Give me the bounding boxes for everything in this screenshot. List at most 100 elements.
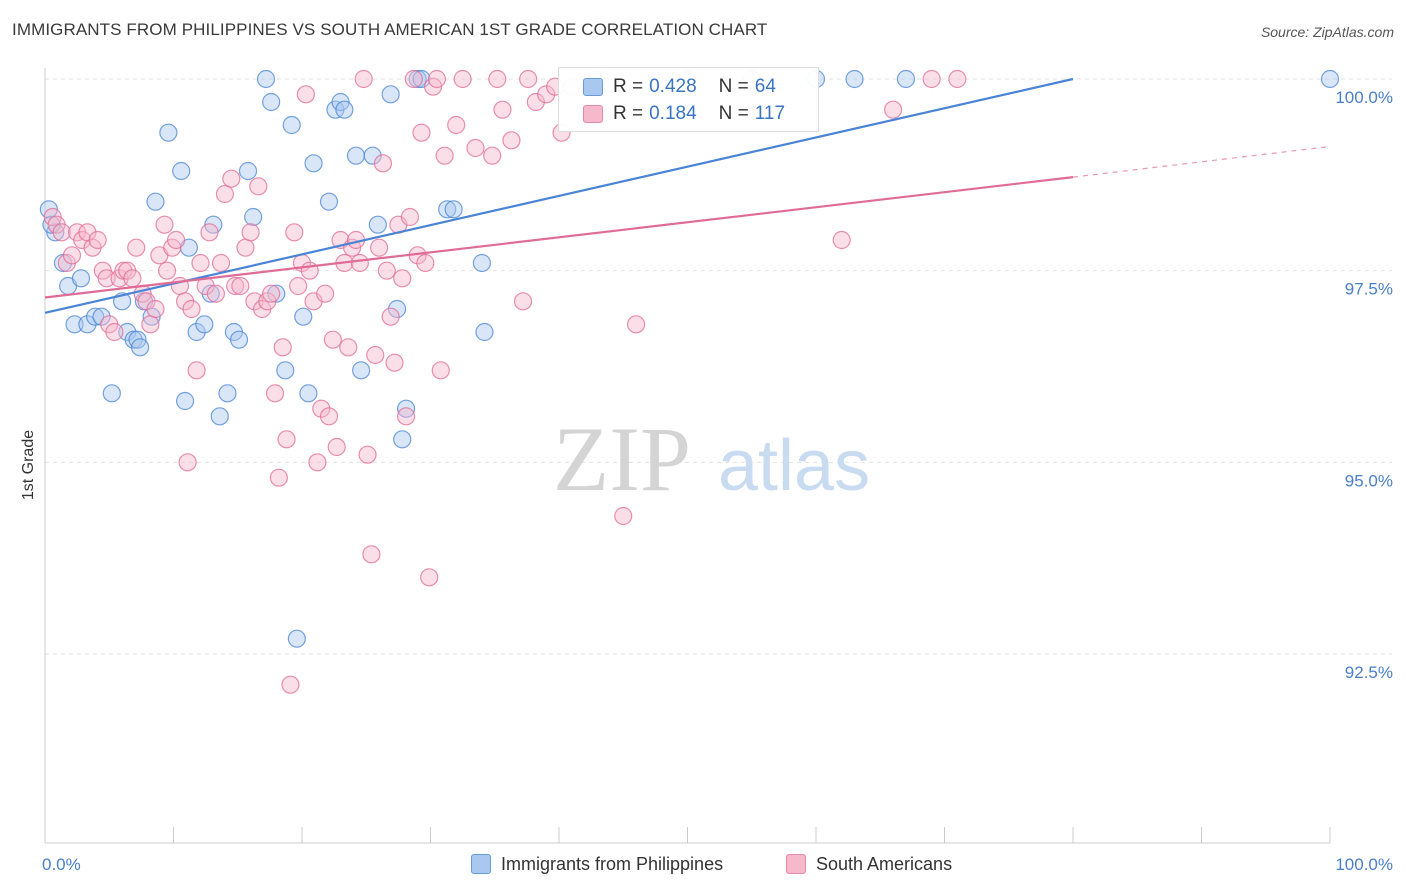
tick-labels: 92.5% 95.0% 97.5% 100.0% 0.0% 100.0% (42, 88, 1393, 874)
philippines-point (1320, 69, 1340, 89)
south-americans-point (157, 261, 177, 280)
south-americans-point (396, 407, 416, 426)
philippines-point (65, 315, 84, 334)
south-americans-point (483, 146, 502, 165)
south-americans-point (366, 345, 385, 365)
philippines-point (335, 100, 354, 119)
south-americans-point (493, 100, 512, 119)
chart-title: IMMIGRANTS FROM PHILIPPINES VS SOUTH AME… (12, 20, 768, 39)
x-tick-label: 0.0% (42, 855, 81, 874)
south-americans-point (262, 284, 281, 303)
south-americans-point (273, 338, 292, 357)
south-americans-point (393, 269, 412, 288)
south-americans-point (513, 292, 533, 311)
south-americans-point (377, 261, 396, 280)
bottom-legend-label-philippines: Immigrants from Philippines (501, 853, 724, 874)
south-americans-point (231, 276, 250, 296)
legend-row-philippines: R = 0.428 N = 64 (583, 76, 776, 98)
south-americans-point (488, 69, 507, 89)
philippines-point (218, 384, 237, 403)
south-americans-point (289, 276, 308, 296)
philippines-point (175, 391, 195, 411)
philippines-trend-line (44, 77, 1074, 314)
philippines-point (244, 207, 263, 227)
south-americans-point (358, 445, 377, 464)
philippines-point (130, 338, 150, 357)
south-americans-point (373, 154, 393, 173)
philippines-point (299, 384, 318, 403)
south-americans-point (453, 69, 472, 89)
south-americans-point (404, 69, 423, 89)
south-americans-point (350, 253, 369, 273)
south-americans-point (832, 230, 851, 250)
x-tick-label: 100.0% (1335, 855, 1393, 874)
south-americans-point (312, 399, 331, 418)
philippines-point (352, 361, 371, 380)
philippines-point (319, 192, 339, 211)
y-axis-label: 1st Grade (20, 430, 37, 500)
legend-n-value: 64 (754, 76, 776, 97)
legend-r-label: R = (613, 76, 644, 97)
philippines-point (172, 161, 191, 181)
south-americans-point (241, 223, 260, 242)
south-americans-point (245, 292, 264, 311)
south-americans-point (226, 276, 245, 296)
y-tick-label: 95.0% (1345, 471, 1393, 490)
philippines-point (210, 407, 229, 426)
bottom-legend-philippines: Immigrants from Philippines (471, 852, 723, 876)
south-americans-point (166, 230, 186, 250)
philippines-point (42, 215, 61, 234)
south-americans-point (466, 138, 485, 158)
philippines-point (396, 399, 416, 418)
south-americans-point (269, 468, 288, 487)
philippines-point (195, 315, 214, 334)
south-americans-point (323, 330, 342, 349)
source-credit: Source: ZipAtlas.com (1260, 24, 1394, 40)
south-americans-point (97, 269, 116, 288)
philippines-point (71, 269, 91, 288)
south-americans-point (354, 69, 373, 89)
philippines-point (102, 384, 121, 403)
philippines-point (282, 115, 301, 135)
south-americans-point (362, 545, 381, 564)
south-americans-point (883, 100, 903, 119)
bottom-legend-swatch-south-americans (786, 854, 806, 874)
south-americans-trend-extension (1072, 145, 1331, 178)
philippines-point (346, 146, 366, 165)
south-americans-point (123, 269, 142, 288)
philippines-point (187, 322, 206, 342)
south-americans-point (88, 230, 107, 250)
philippines-point (262, 92, 281, 112)
south-americans-point (327, 437, 346, 457)
south-americans-point (206, 284, 226, 303)
philippines-point (438, 200, 457, 219)
bottom-legend-south-americans: South Americans (786, 852, 952, 876)
south-americans-point (146, 299, 165, 319)
south-americans-point (105, 322, 124, 342)
philippines-point (472, 253, 491, 273)
philippines-point (444, 200, 463, 219)
south-americans-point (519, 69, 538, 89)
south-americans-point (155, 215, 174, 234)
south-americans-point (236, 238, 255, 257)
watermark-atlas: atlas (718, 426, 870, 506)
philippines-point (475, 322, 494, 342)
south-americans-point (420, 568, 439, 587)
philippines-point (393, 430, 412, 449)
south-americans-point (370, 238, 389, 257)
south-americans-trend-line (44, 176, 1074, 299)
south-americans-point (265, 384, 285, 403)
philippines-point (363, 146, 382, 165)
legend-n-label: N = (718, 103, 749, 124)
south-americans-point (178, 453, 197, 472)
series-philippines-points (39, 69, 1340, 648)
philippines-point (408, 69, 427, 89)
y-tick-label: 97.5% (1345, 280, 1393, 299)
philippines-point (294, 307, 313, 326)
south-americans-point (127, 238, 146, 257)
legend-r-value: 0.184 (649, 103, 697, 124)
philippines-point (304, 154, 323, 173)
south-americans-point (191, 253, 210, 273)
south-americans-point (447, 115, 466, 135)
correlation-legend: R = 0.428 N = 64 R = 0.184 N = 117 (558, 67, 819, 132)
